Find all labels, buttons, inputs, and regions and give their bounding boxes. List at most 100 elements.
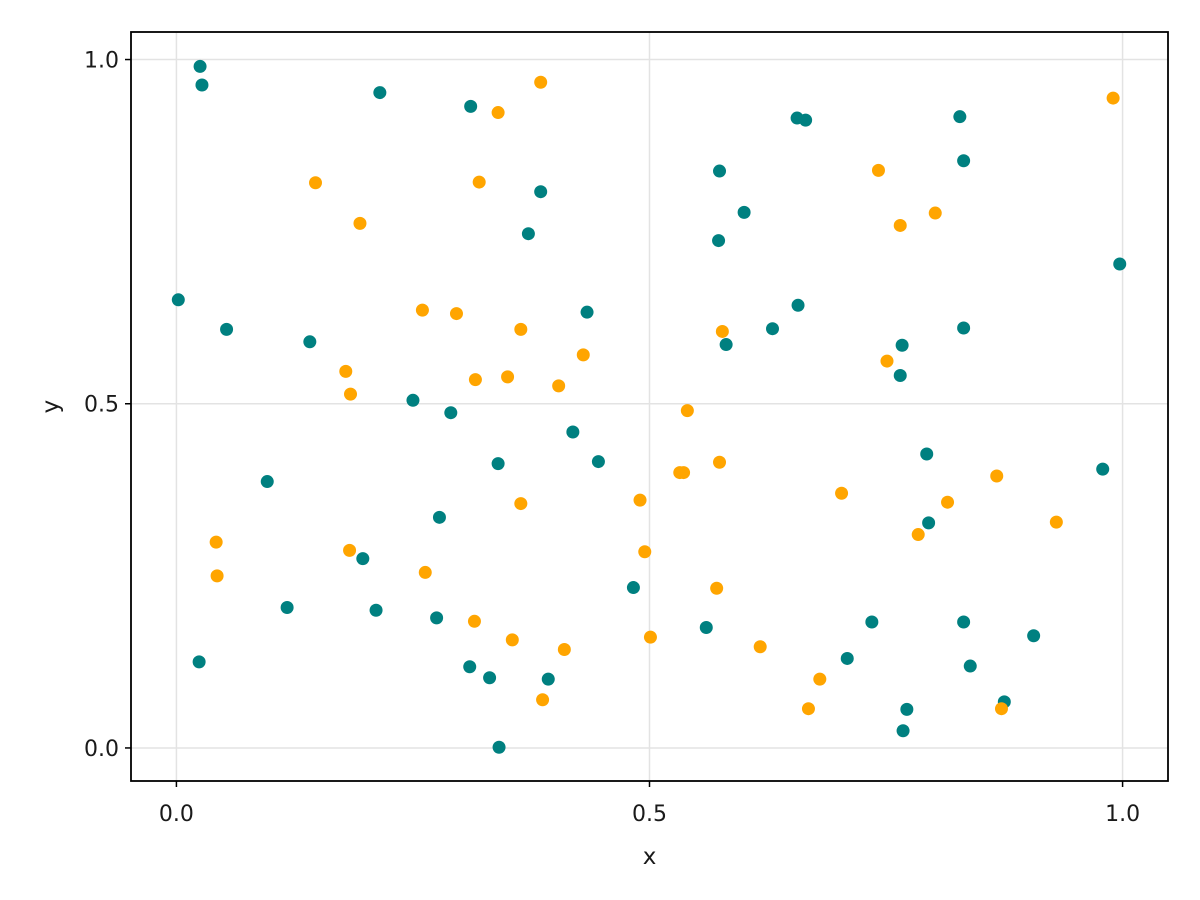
series-2	[209, 75, 1120, 716]
data-point	[840, 651, 854, 665]
data-point	[444, 406, 458, 420]
series-1	[171, 59, 1127, 754]
data-point	[467, 614, 481, 628]
data-point	[753, 640, 767, 654]
data-point	[1113, 257, 1127, 271]
data-point	[895, 338, 909, 352]
data-point	[990, 469, 1004, 483]
data-point	[871, 163, 885, 177]
data-point	[715, 324, 729, 338]
data-point	[536, 693, 550, 707]
data-point	[790, 111, 804, 125]
data-point	[896, 724, 910, 738]
data-point	[1049, 515, 1063, 529]
data-point	[339, 364, 353, 378]
data-point	[541, 672, 555, 686]
data-point	[468, 373, 482, 387]
data-point	[957, 615, 971, 629]
data-point	[521, 227, 535, 241]
data-point	[449, 307, 463, 321]
data-point	[192, 655, 206, 669]
data-point	[893, 369, 907, 383]
y-tick-label: 0.0	[84, 737, 119, 762]
axis-ticks	[125, 58, 1124, 787]
data-point	[920, 447, 934, 461]
data-point	[680, 404, 694, 418]
data-point	[957, 321, 971, 335]
data-point	[430, 611, 444, 625]
data-point	[893, 218, 907, 232]
data-point	[220, 322, 234, 336]
data-point	[713, 164, 727, 178]
data-point	[801, 702, 815, 716]
data-point	[953, 110, 967, 124]
data-point	[463, 660, 477, 674]
data-point	[343, 543, 357, 557]
data-point	[900, 702, 914, 716]
data-point	[963, 659, 977, 673]
data-point	[941, 495, 955, 509]
data-point	[464, 99, 478, 113]
data-point	[195, 78, 209, 92]
data-point	[928, 206, 942, 220]
data-point	[1027, 629, 1041, 643]
data-point	[260, 475, 274, 489]
y-tick-label: 0.5	[84, 393, 119, 418]
data-point	[344, 387, 358, 401]
data-point	[280, 601, 294, 615]
data-point	[633, 493, 647, 507]
data-point	[373, 86, 387, 100]
data-point	[922, 516, 936, 530]
data-points	[171, 59, 1127, 754]
data-point	[491, 457, 505, 471]
x-tick-label: 0.5	[632, 802, 667, 827]
x-axis-label: x	[643, 844, 657, 870]
data-point	[534, 75, 548, 89]
data-point	[353, 216, 367, 230]
data-point	[712, 234, 726, 248]
data-point	[957, 154, 971, 168]
data-point	[865, 615, 879, 629]
data-point	[514, 322, 528, 336]
data-point	[534, 185, 548, 199]
data-point	[210, 569, 224, 583]
data-point	[492, 740, 506, 754]
data-point	[406, 393, 420, 407]
data-point	[309, 176, 323, 190]
data-point	[719, 338, 733, 352]
x-tick-label: 1.0	[1105, 802, 1140, 827]
data-point	[911, 528, 925, 542]
y-axis-label: y	[38, 400, 64, 414]
data-point	[591, 455, 605, 469]
data-point	[552, 379, 566, 393]
data-point	[677, 466, 691, 480]
data-point	[835, 486, 849, 500]
data-point	[880, 354, 894, 368]
data-point	[710, 581, 724, 595]
data-point	[643, 630, 657, 644]
data-point	[514, 497, 528, 511]
data-point	[699, 620, 713, 634]
data-point	[171, 293, 185, 307]
y-tick-label: 1.0	[84, 49, 119, 74]
data-point	[813, 672, 827, 686]
data-point	[303, 335, 317, 349]
data-point	[369, 603, 383, 617]
data-point	[193, 59, 207, 73]
data-point	[791, 298, 805, 312]
data-point	[626, 581, 640, 595]
data-point	[483, 671, 497, 685]
data-point	[737, 205, 751, 219]
data-point	[418, 565, 432, 579]
grid-lines	[131, 32, 1168, 781]
data-point	[580, 305, 594, 319]
data-point	[501, 370, 515, 384]
data-point	[566, 425, 580, 439]
data-point	[557, 643, 571, 657]
data-point	[766, 322, 780, 336]
x-tick-label: 0.0	[159, 802, 194, 827]
data-point	[994, 702, 1008, 716]
data-point	[415, 303, 429, 317]
